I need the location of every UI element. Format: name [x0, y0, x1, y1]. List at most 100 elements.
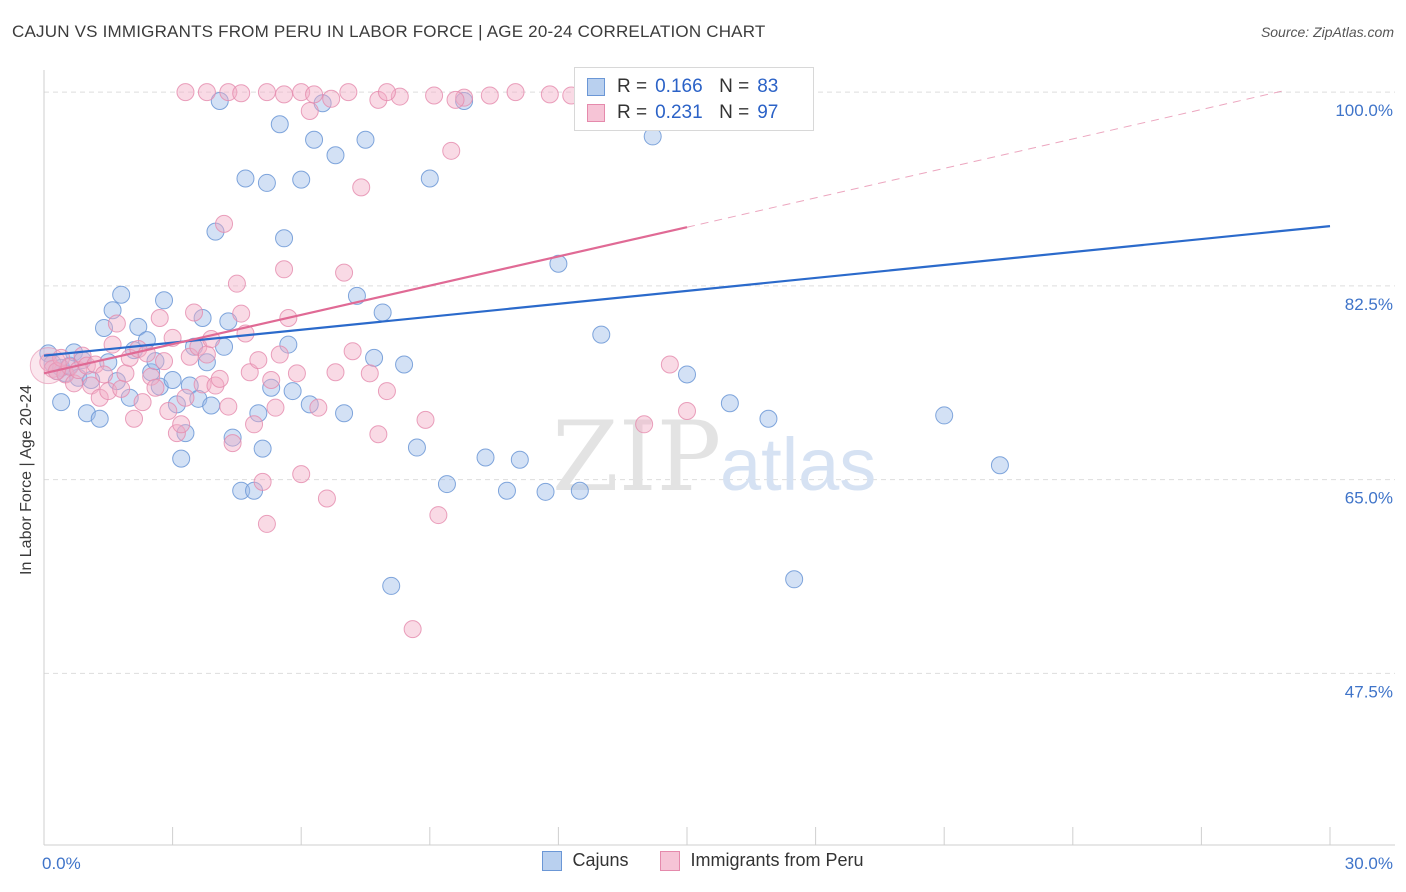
legend-n-value: 83: [757, 76, 779, 97]
legend-n-label: N =: [719, 76, 750, 97]
peru-point: [506, 83, 525, 102]
series-legend: Cajuns Immigrants from Peru: [0, 850, 1406, 871]
cajun-point: [52, 393, 71, 412]
legend-swatch-cajuns: [587, 78, 605, 96]
trend-line-peru-extrapolated: [686, 89, 1288, 228]
cajun-point: [253, 439, 272, 458]
peru-point: [232, 84, 251, 103]
cajun-point: [112, 285, 131, 304]
peru-point: [197, 83, 216, 102]
watermark: ZIP atlas: [552, 401, 876, 513]
peru-point: [185, 303, 204, 322]
legend-n-label: N =: [719, 102, 750, 123]
peru-point: [300, 101, 319, 120]
peru-point: [142, 367, 161, 386]
cajun-point: [347, 286, 366, 305]
cajun-point: [305, 130, 324, 149]
peru-point: [240, 363, 259, 382]
peru-point: [95, 365, 114, 384]
cajun-point: [365, 348, 384, 367]
gridlines: [44, 91, 1395, 674]
peru-point: [403, 620, 422, 639]
legend-item-cajuns[interactable]: Cajuns: [542, 850, 628, 871]
y-tick-label: 65.0%: [1345, 489, 1393, 508]
source-label: Source: ZipAtlas.com: [1260, 24, 1394, 40]
tick-labels: 47.5% 65.0% 82.5% 100.0% 0.0% 30.0%: [42, 101, 1393, 873]
cajun-point: [197, 353, 216, 372]
peru-point: [292, 465, 311, 484]
peru-point: [317, 489, 336, 508]
peru-point: [116, 364, 135, 383]
cajun-point: [759, 409, 778, 428]
peru-point: [262, 371, 281, 389]
peru-point: [125, 409, 144, 428]
peru-point: [343, 342, 362, 361]
peru-point: [305, 85, 324, 104]
peru-point: [167, 424, 186, 443]
cajun-point: [103, 301, 122, 320]
peru-point: [442, 141, 461, 160]
chart-title: CAJUN VS IMMIGRANTS FROM PERU IN LABOR F…: [12, 22, 766, 41]
cajun-point: [382, 576, 401, 595]
peru-point: [429, 506, 448, 525]
cajun-point: [155, 291, 174, 310]
cajun-point: [163, 371, 182, 389]
peru-point: [227, 274, 246, 293]
cajun-point: [326, 146, 345, 165]
legend-swatch-peru: [660, 850, 681, 871]
peru-point: [326, 363, 345, 382]
cajun-point: [172, 449, 191, 468]
peru-point: [176, 83, 195, 102]
peru-point: [146, 378, 165, 397]
cajun-point: [592, 325, 611, 344]
cajun-point: [437, 475, 456, 494]
cajun-point: [720, 394, 739, 413]
peru-point: [635, 415, 654, 434]
legend-r-label: R =: [617, 76, 648, 97]
x-tick-label: 30.0%: [1345, 854, 1393, 873]
legend-r-value: 0.231: [655, 102, 703, 123]
peru-point: [480, 86, 499, 105]
peru-point: [172, 415, 191, 434]
peru-point: [309, 398, 328, 417]
peru-point: [266, 398, 285, 417]
cajun-point: [407, 438, 426, 457]
cajun-point: [202, 396, 221, 415]
x-tick-label: 0.0%: [42, 854, 81, 873]
legend-r-label: R =: [617, 102, 648, 123]
peru-point: [176, 388, 195, 407]
legend-row-cajuns: R = 0.166 N = 83: [587, 75, 778, 99]
peru-point: [416, 410, 435, 429]
peru-point: [270, 345, 289, 364]
cajun-point: [420, 169, 439, 188]
peru-point: [275, 260, 294, 279]
cajun-point: [236, 169, 255, 188]
peru-point: [377, 83, 396, 102]
y-tick-label: 82.5%: [1345, 295, 1393, 314]
peru-point: [369, 425, 388, 444]
cajun-point: [373, 303, 392, 322]
peru-point: [377, 382, 396, 401]
cajun-point: [476, 448, 495, 467]
peru-point: [150, 309, 169, 327]
cajun-point: [510, 450, 529, 469]
legend-label-cajuns: Cajuns: [572, 850, 629, 870]
peru-point: [112, 379, 131, 398]
cajun-point: [356, 130, 375, 149]
peru-point: [155, 352, 174, 371]
cajun-point: [270, 115, 289, 134]
peru-point: [287, 364, 306, 383]
peru-point: [219, 83, 238, 102]
legend-n-value: 97: [757, 102, 779, 123]
cajun-point: [497, 481, 516, 500]
peru-point: [249, 351, 268, 370]
peru-point: [339, 83, 358, 102]
legend-r-value: 0.166: [655, 76, 703, 97]
peru-point: [678, 402, 696, 420]
legend-item-peru[interactable]: Immigrants from Peru: [660, 850, 864, 871]
trend-line-peru: [43, 226, 688, 375]
cajun-point: [283, 382, 302, 401]
trend-lines: [43, 89, 1331, 375]
legend-swatch-peru: [587, 104, 605, 122]
cajun-point: [335, 404, 354, 423]
